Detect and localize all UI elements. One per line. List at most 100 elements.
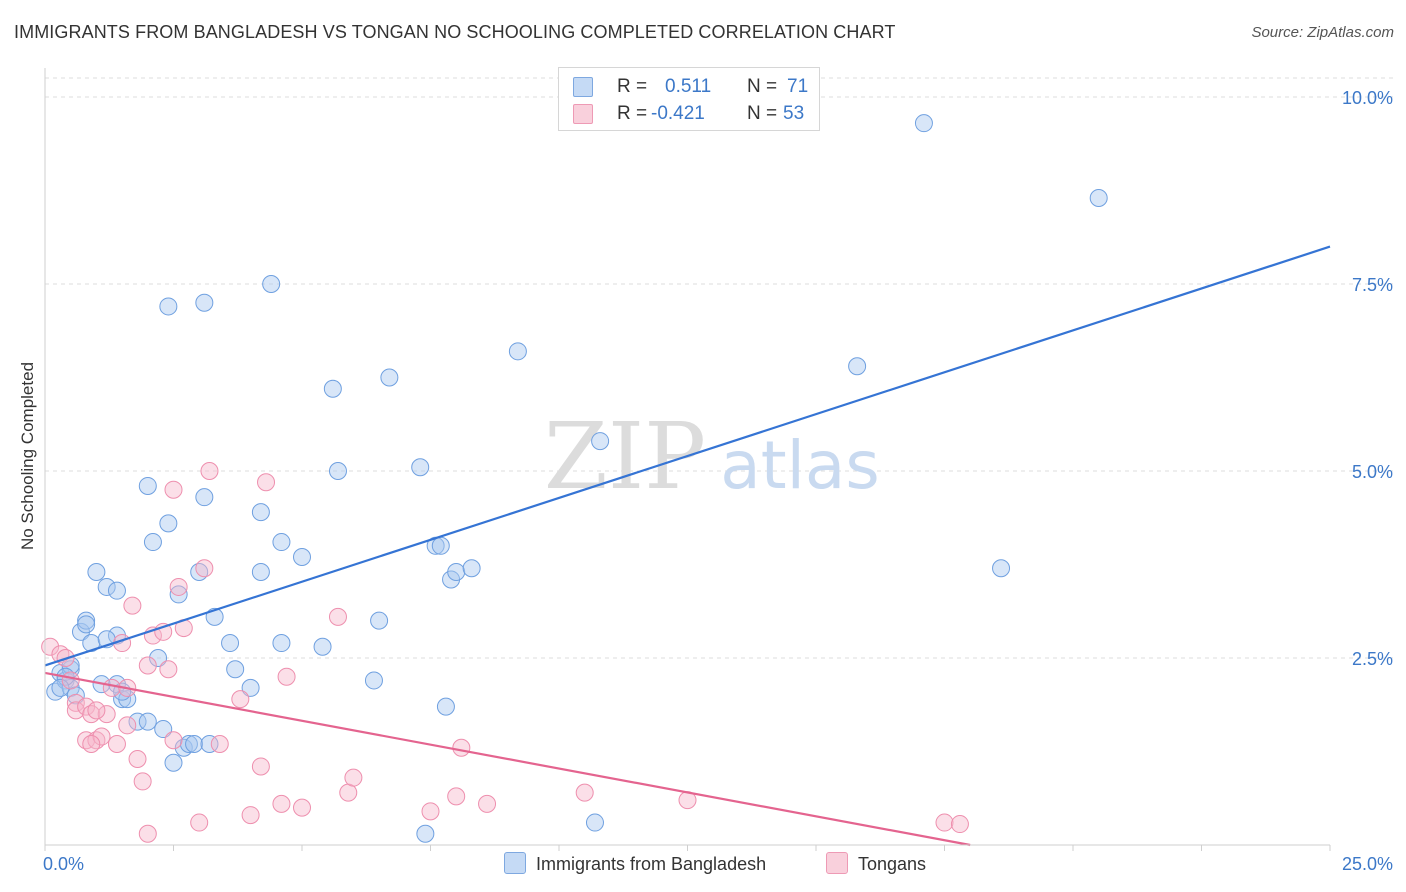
- bangladesh-point: [221, 634, 240, 653]
- tongan-point: [128, 749, 147, 768]
- bangladesh-point: [431, 536, 450, 555]
- tongan-point: [452, 738, 471, 757]
- watermark-zip: ZIP: [544, 403, 706, 510]
- tongan-point: [92, 727, 111, 746]
- trend-lines: [44, 245, 1331, 847]
- bangladesh-point: [262, 275, 281, 293]
- tongan-point: [133, 772, 152, 791]
- tongan-point: [344, 768, 363, 787]
- bangladesh-point: [185, 735, 204, 754]
- bangladesh-point: [241, 678, 260, 697]
- legend-r-label: R =: [617, 76, 648, 97]
- legend-n-value: 53: [783, 103, 805, 124]
- bangladesh-point: [251, 503, 270, 522]
- y-tick-label: 10.0%: [1342, 88, 1393, 108]
- bangladesh-point: [416, 824, 435, 843]
- series-legend-tongans: Tongans: [826, 852, 926, 875]
- tongan-point: [66, 701, 85, 720]
- y-tick-label: 5.0%: [1352, 462, 1393, 482]
- bangladesh-point: [313, 637, 332, 656]
- grid-lines: [45, 77, 1395, 659]
- bangladesh-point: [200, 735, 219, 754]
- tongan-point: [164, 731, 183, 750]
- tongan-trend-line: [44, 671, 971, 847]
- data-points: [41, 114, 1108, 843]
- tongan-point: [107, 735, 126, 754]
- bangladesh-point: [195, 488, 214, 507]
- series-swatch-tongans: [826, 852, 848, 874]
- bangladesh-point: [323, 379, 342, 398]
- tongan-point: [102, 678, 121, 697]
- tongan-point: [251, 757, 270, 776]
- bangladesh-point: [87, 562, 106, 581]
- tongan-point: [190, 813, 209, 832]
- bangladesh-point: [293, 548, 311, 567]
- y-tick-labels: 2.5% 5.0% 7.5% 10.0%: [1342, 88, 1393, 669]
- tongan-point: [241, 806, 260, 825]
- axes: [44, 68, 1331, 851]
- y-tick-label: 7.5%: [1352, 275, 1393, 295]
- bangladesh-point: [77, 615, 96, 634]
- source-label: Source: ZipAtlas.com: [1251, 24, 1394, 41]
- bangladesh-point: [138, 476, 157, 495]
- series-name-tongans: Tongans: [858, 854, 927, 874]
- chart-title: IMMIGRANTS FROM BANGLADESH VS TONGAN NO …: [14, 22, 896, 42]
- bangladesh-point: [97, 577, 116, 596]
- tongan-point: [257, 473, 276, 492]
- legend-swatch-tongans: [573, 104, 593, 124]
- bangladesh-point: [914, 114, 933, 133]
- tongan-point: [87, 701, 106, 720]
- bangladesh-point: [113, 690, 132, 709]
- bangladesh-point: [226, 660, 245, 679]
- bangladesh-point: [143, 533, 162, 552]
- bangladesh-point: [462, 559, 481, 578]
- legend-r-label: R =: [617, 103, 648, 124]
- y-axis-label: No Schooling Completed: [18, 361, 37, 551]
- bangladesh-point: [251, 562, 270, 581]
- tongan-point: [123, 596, 142, 615]
- tongan-point: [328, 607, 347, 626]
- tongan-point: [138, 656, 157, 675]
- tongan-point: [41, 637, 60, 656]
- tongan-point: [935, 813, 954, 832]
- tongan-point: [339, 783, 358, 802]
- bangladesh-point: [272, 634, 291, 653]
- tongan-point: [210, 735, 229, 754]
- series-swatch-bangladesh: [504, 852, 526, 874]
- bangladesh-point: [107, 581, 126, 600]
- bangladesh-point: [370, 611, 389, 630]
- tongan-point: [447, 787, 466, 806]
- bangladesh-point: [164, 753, 183, 772]
- legend-n-value: 71: [787, 76, 809, 97]
- bangladesh-point: [272, 533, 291, 552]
- y-tick-label: 2.5%: [1352, 649, 1393, 669]
- tongan-point: [272, 794, 291, 813]
- tongan-point: [950, 815, 969, 834]
- bangladesh-point: [992, 559, 1011, 578]
- series-legend-bangladesh: Immigrants from Bangladesh: [504, 852, 766, 875]
- bangladesh-point: [195, 293, 214, 312]
- tongan-point: [138, 824, 157, 843]
- bangladesh-point: [128, 712, 147, 731]
- legend-r-value: 0.511: [665, 76, 712, 97]
- tongan-point: [61, 671, 80, 690]
- legend-swatch-bangladesh: [573, 77, 593, 97]
- tongan-point: [169, 577, 188, 596]
- bangladesh-point: [436, 697, 455, 716]
- bangladesh-point: [447, 562, 466, 581]
- legend-n-label: N =: [747, 76, 778, 97]
- bangladesh-point: [364, 671, 383, 690]
- bangladesh-point: [380, 368, 399, 387]
- bangladesh-point: [591, 432, 610, 451]
- bangladesh-point: [77, 611, 96, 630]
- bangladesh-point: [159, 297, 178, 316]
- tongan-point: [118, 716, 137, 735]
- x-tick-labels: 0.0% 25.0%: [43, 854, 1393, 874]
- bangladesh-point: [328, 462, 347, 480]
- series-name-bangladesh: Immigrants from Bangladesh: [536, 854, 767, 874]
- bangladesh-trend-line: [44, 245, 1331, 667]
- bangladesh-point: [154, 720, 173, 739]
- tongan-point: [200, 462, 219, 480]
- tongan-point: [478, 794, 497, 813]
